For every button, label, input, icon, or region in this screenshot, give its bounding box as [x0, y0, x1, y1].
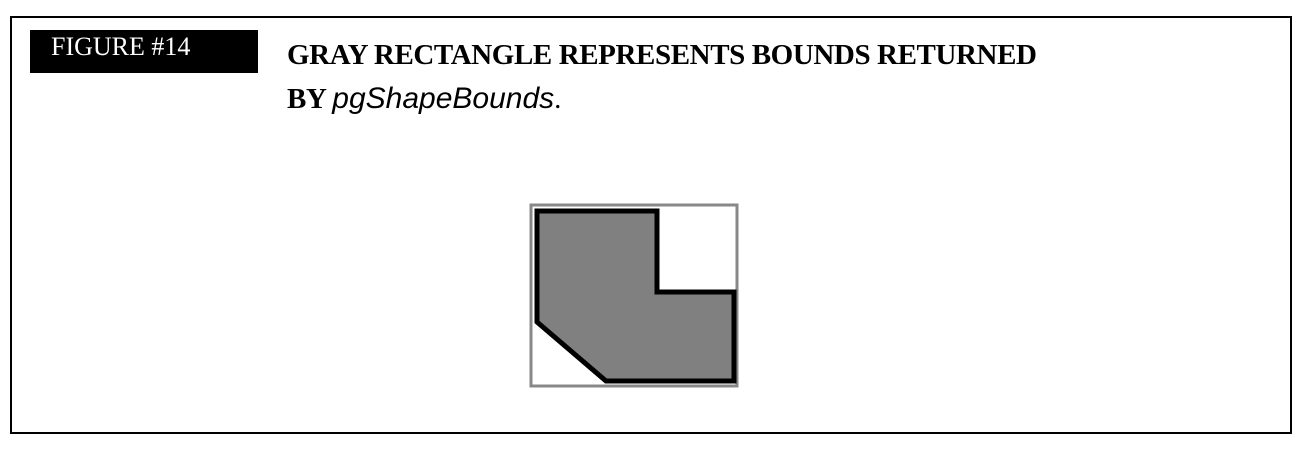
l-shaped-polygon [534, 208, 737, 384]
caption-function-name: pgShapeBounds [332, 82, 555, 115]
figure-caption: GRAY RECTANGLE REPRESENTS BOUNDS RETURNE… [287, 33, 1247, 121]
figure-number-label: FIGURE #14 [30, 30, 258, 73]
caption-prefix: BY [287, 83, 333, 115]
caption-line-2: BY pgShapeBounds. [287, 77, 1247, 121]
caption-period: . [554, 83, 561, 115]
caption-line-1: GRAY RECTANGLE REPRESENTS BOUNDS RETURNE… [287, 39, 1037, 71]
bounds-illustration [529, 203, 739, 388]
